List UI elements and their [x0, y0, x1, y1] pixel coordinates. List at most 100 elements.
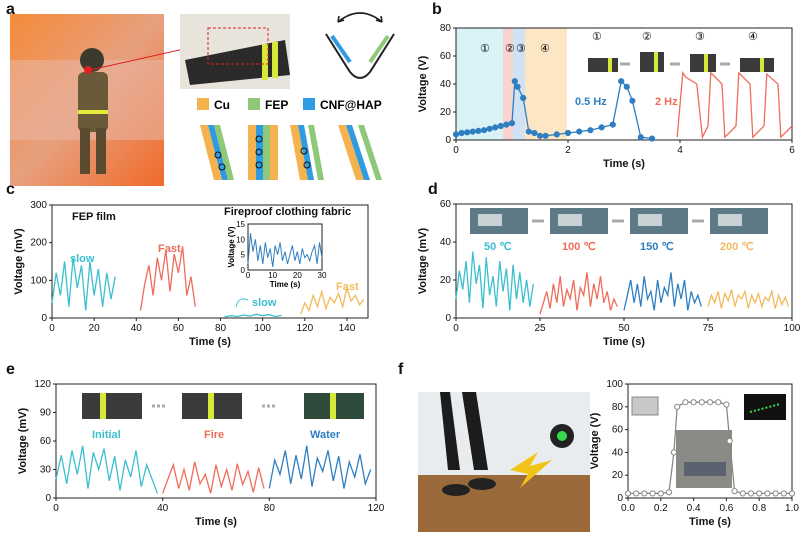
x-tick-label: 2: [565, 145, 571, 156]
series-line-d-0: [455, 251, 534, 311]
sleeve-photo: [180, 14, 290, 89]
data-point-b: [542, 132, 549, 139]
annotation-100c: 100 ℃: [562, 241, 596, 253]
x-tick-label: 4: [677, 145, 683, 156]
x-tick-label: 0.4: [687, 503, 701, 514]
inset-y-axis-label: Voltage (V): [227, 226, 236, 268]
y-tick-label: 0: [445, 313, 451, 324]
y-axis-label: Voltage (V): [417, 55, 429, 112]
y-tick-label: 60: [440, 199, 452, 210]
x-tick-label: 20: [89, 323, 101, 334]
data-point-b: [587, 127, 594, 134]
fabric-photo-sequence: [82, 393, 364, 419]
panel-label-e: e: [6, 361, 15, 378]
chart-c: FEP film Fireproof clothing fabric slow …: [13, 200, 369, 348]
series-line-d-1: [539, 272, 618, 315]
y-tick-label: 40: [440, 79, 452, 90]
firefighter-photo: [10, 14, 164, 186]
data-point-b: [452, 131, 460, 138]
cu-swatch: [197, 98, 209, 110]
data-point-b: [609, 121, 616, 128]
y-tick-label: 100: [30, 275, 47, 286]
data-point-b: [497, 122, 504, 130]
data-point-b: [520, 94, 527, 102]
data-point-b: [525, 128, 532, 135]
annotation-200c: 200 ℃: [720, 241, 754, 253]
panel-label-d: d: [428, 181, 438, 198]
annotation-fast-2: Fast: [336, 281, 359, 293]
data-point-f: [764, 490, 771, 497]
x-tick-label: 140: [339, 323, 356, 334]
y-tick-label: 0: [41, 313, 47, 324]
y-tick-label: 300: [30, 200, 47, 211]
series-line-c-3: [299, 285, 365, 315]
y-tick-label: 0: [445, 135, 451, 146]
y-tick-label: 120: [34, 379, 51, 390]
y-axis-label: Voltage (mV): [13, 228, 25, 295]
y-tick-label: 90: [40, 408, 52, 419]
data-point-b: [511, 78, 518, 85]
data-point-f: [698, 399, 705, 406]
x-tick-label: 50: [618, 323, 630, 334]
device-inset-photo: [631, 396, 659, 416]
data-point-f: [641, 490, 648, 497]
annotation-slow-1: slow: [70, 253, 95, 265]
series-line-c-1: [139, 246, 196, 311]
heater-photo-sequence: [470, 208, 768, 234]
series-line-e-2: [268, 445, 372, 489]
series-line-e-0: [55, 445, 158, 494]
x-tick-label: 120: [368, 503, 385, 514]
data-point-b: [564, 129, 572, 137]
x-tick-label: 40: [131, 323, 143, 334]
data-point-f: [706, 399, 714, 406]
data-point-f: [715, 399, 722, 406]
x-axis-label: Time (s): [603, 158, 645, 170]
y-axis-label: Voltage (mV): [417, 227, 429, 294]
data-point-f: [731, 488, 738, 495]
annotation-2hz: 2 Hz: [655, 96, 678, 108]
y-tick-label: 60: [40, 436, 52, 447]
chart-d: 50 ℃ 100 ℃ 150 ℃ 200 ℃ 0 25 50 75 100 0 20 40 60…: [417, 199, 800, 348]
x-tick-label: 80: [264, 503, 276, 514]
series-line-e-1: [162, 461, 265, 494]
hand-gesture-sequence: ① ② ③ ④: [588, 31, 774, 72]
x-tick-label: 25: [534, 323, 546, 334]
seq-marker-4: ④: [748, 31, 758, 43]
data-point-f: [747, 490, 755, 497]
x-tick-label: 0: [49, 323, 55, 334]
y-tick-label: 40: [440, 237, 452, 248]
x-tick-label: 0.2: [654, 503, 668, 514]
x-tick-label: 0.0: [621, 503, 635, 514]
x-tick-label: 0.6: [719, 503, 733, 514]
panel-label-a: a: [6, 1, 15, 18]
y-tick-label: 200: [30, 238, 47, 249]
led-inset-photo: [744, 394, 786, 420]
data-point-b: [618, 78, 625, 85]
data-point-b: [514, 83, 521, 90]
annotation-water: Water: [310, 429, 341, 441]
data-point-b: [637, 134, 644, 141]
x-tick-label: 0: [53, 503, 59, 514]
chart-f: 0.0 0.2 0.4 0.6 0.8 1.0 0 20 40 60 80 100 Time (s) Vo…: [589, 379, 799, 528]
x-axis-label: Time (s): [189, 336, 231, 348]
annotation-fabric: Fireproof clothing fabric: [224, 206, 351, 218]
y-tick-label: 0: [45, 493, 51, 504]
y-tick-label: 30: [40, 465, 52, 476]
data-point-b: [464, 129, 471, 136]
y-tick-label: 20: [440, 275, 452, 286]
stage-marker-4: ④: [540, 43, 550, 55]
data-point-f: [649, 490, 656, 497]
inset-y-tick-label: 15: [236, 220, 245, 229]
cnf-label: CNF@HAP: [320, 98, 382, 112]
series-line-b-1: [676, 70, 793, 140]
lightning-bolt-icon: [510, 452, 552, 488]
x-tick-label: 80: [215, 323, 227, 334]
x-tick-label: 100: [254, 323, 271, 334]
x-tick-label: 0.8: [752, 503, 766, 514]
annotation-slow-2: slow: [252, 297, 277, 309]
data-point-f: [690, 399, 697, 406]
bending-diagram: [325, 12, 395, 79]
data-point-f: [780, 490, 787, 497]
fep-label: FEP: [265, 98, 288, 112]
